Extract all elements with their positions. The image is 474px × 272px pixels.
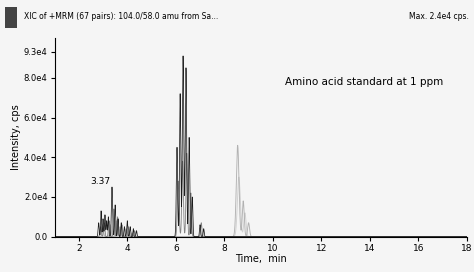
Text: Max. 2.4e4 cps.: Max. 2.4e4 cps. [410, 12, 469, 21]
Text: 3.37: 3.37 [91, 177, 111, 186]
X-axis label: Time,  min: Time, min [235, 254, 287, 264]
Text: XIC of +MRM (67 pairs): 104.0/58.0 amu from Sa...: XIC of +MRM (67 pairs): 104.0/58.0 amu f… [24, 12, 218, 21]
Text: Amino acid standard at 1 ppm: Amino acid standard at 1 ppm [285, 77, 443, 87]
Bar [5, 7, 17, 28]
Y-axis label: Intensity, cps: Intensity, cps [11, 104, 21, 170]
